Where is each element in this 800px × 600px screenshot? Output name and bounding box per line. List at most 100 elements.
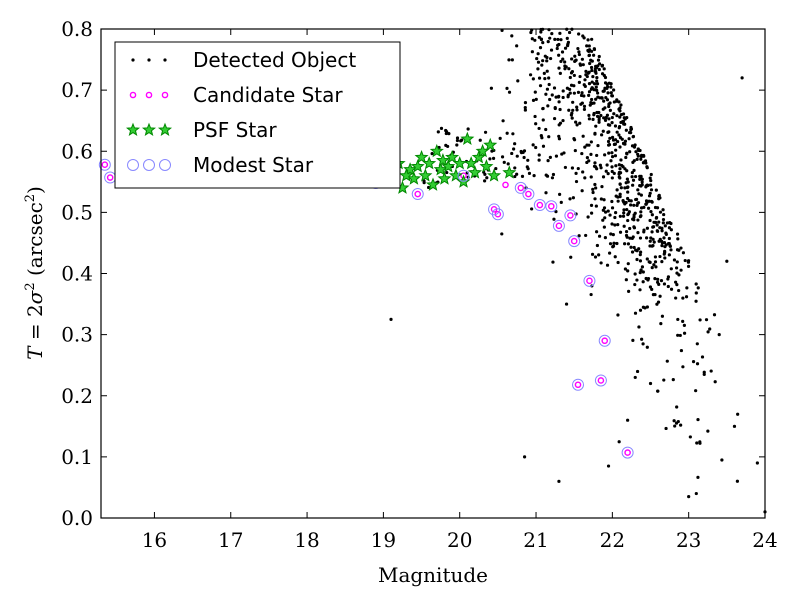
data-point — [695, 362, 700, 366]
data-point — [533, 114, 537, 119]
data-point — [694, 299, 698, 303]
data-point — [673, 424, 677, 428]
data-point — [505, 131, 509, 135]
data-point — [592, 82, 597, 86]
data-point — [590, 211, 594, 215]
data-point — [675, 405, 679, 409]
data-point — [675, 271, 679, 275]
data-point — [625, 115, 629, 120]
data-point — [552, 86, 557, 90]
data-point — [660, 226, 664, 230]
data-point — [617, 133, 621, 137]
data-point — [698, 441, 702, 445]
data-point — [725, 259, 729, 263]
data-point — [669, 248, 673, 252]
data-point — [648, 285, 653, 289]
data-point — [576, 46, 580, 51]
data-point — [651, 225, 656, 229]
data-point — [612, 112, 616, 116]
x-tick-label: 17 — [218, 528, 243, 552]
data-point — [666, 284, 670, 289]
data-point — [618, 145, 622, 149]
data-point — [445, 130, 449, 134]
data-point — [602, 67, 606, 71]
data-point — [603, 118, 608, 122]
data-point — [632, 245, 636, 250]
data-point — [600, 63, 605, 67]
data-point — [612, 241, 616, 245]
data-point — [568, 197, 572, 201]
data-point — [597, 120, 601, 124]
data-point — [675, 260, 679, 264]
data-point — [587, 90, 592, 94]
data-point — [589, 175, 593, 179]
data-point — [559, 38, 563, 42]
data-point — [595, 153, 599, 158]
data-point — [664, 232, 668, 236]
series-detected-object — [389, 27, 767, 514]
data-point — [563, 165, 568, 170]
data-point — [548, 155, 552, 159]
data-point — [671, 378, 675, 382]
data-point — [638, 259, 643, 263]
data-point — [553, 37, 557, 41]
data-point — [589, 203, 594, 207]
data-point — [550, 176, 555, 180]
data-point — [649, 188, 654, 192]
data-point — [510, 34, 514, 38]
data-point — [522, 155, 526, 160]
data-point — [645, 226, 649, 230]
data-point — [632, 168, 636, 173]
data-point — [708, 327, 712, 331]
data-point — [660, 229, 664, 233]
data-point — [706, 429, 710, 433]
data-point — [570, 57, 574, 61]
data-point — [543, 54, 547, 58]
data-point — [592, 53, 596, 57]
data-point — [436, 130, 440, 134]
data-point — [640, 180, 644, 184]
data-point — [612, 88, 616, 92]
series-candidate-star — [101, 161, 631, 456]
data-point — [601, 218, 605, 222]
data-point — [627, 289, 631, 294]
data-point — [608, 242, 613, 246]
data-point — [577, 50, 581, 54]
data-point — [663, 224, 667, 228]
data-point — [618, 176, 622, 180]
data-point — [639, 154, 644, 159]
data-point — [578, 74, 582, 79]
data-point — [406, 171, 421, 185]
data-point — [556, 95, 561, 99]
data-point — [644, 202, 648, 206]
data-point — [557, 100, 561, 104]
data-point — [616, 260, 620, 265]
data-point — [422, 156, 437, 170]
data-point — [600, 72, 605, 76]
data-point — [647, 194, 652, 198]
x-axis-label: Magnitude — [378, 563, 488, 587]
data-point — [654, 265, 658, 269]
data-point — [589, 140, 593, 144]
y-tick-label: 0.3 — [61, 323, 93, 347]
data-point — [660, 244, 664, 248]
data-point — [572, 84, 576, 88]
data-point — [595, 82, 600, 86]
data-point — [655, 206, 660, 210]
data-point — [479, 159, 494, 173]
data-point — [736, 412, 740, 416]
data-point — [106, 174, 114, 181]
data-point — [691, 360, 696, 364]
data-point — [605, 86, 609, 90]
data-point — [674, 296, 678, 300]
data-point — [533, 199, 546, 212]
data-point — [550, 93, 554, 97]
data-point — [633, 272, 637, 276]
data-point — [607, 143, 611, 147]
data-point — [610, 169, 614, 174]
data-point — [652, 263, 656, 267]
data-point — [643, 306, 647, 310]
data-point — [601, 208, 605, 212]
data-point — [600, 133, 604, 137]
data-point — [624, 278, 628, 282]
